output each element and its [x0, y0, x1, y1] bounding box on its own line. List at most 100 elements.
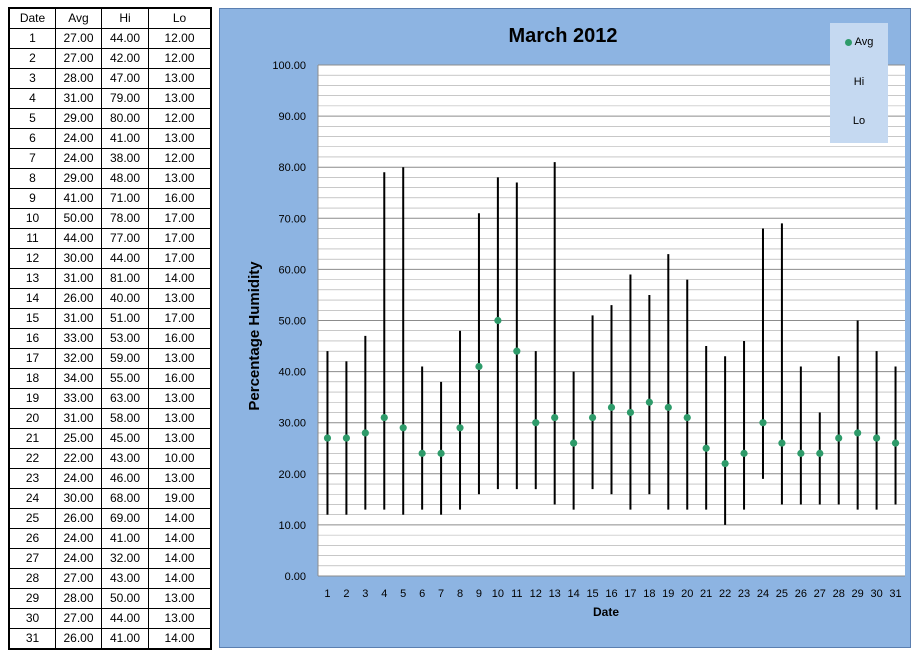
cell-lo: 17.00 [148, 308, 212, 329]
cell-avg: 30.00 [55, 488, 102, 509]
table-row: 9 41.00 71.00 16.00 [8, 188, 212, 209]
avg-point [740, 449, 748, 457]
cell-date: 29 [8, 588, 56, 609]
humidity-chart: 0.00 10.00 20.00 30.00 40.00 50.00 60.00 70.00 8… [246, 25, 905, 619]
cell-date: 5 [8, 108, 56, 129]
legend-lo-label: Lo [852, 115, 866, 127]
cell-avg: 26.00 [55, 508, 102, 529]
avg-point [323, 434, 332, 442]
cell-date: 28 [8, 568, 56, 589]
avg-point [380, 413, 388, 422]
x-tick-label: 12 [530, 588, 542, 600]
cell-avg: 24.00 [55, 148, 102, 169]
table-row: 18 34.00 55.00 16.00 [8, 368, 212, 389]
cell-lo: 17.00 [148, 248, 212, 269]
cell-date: 26 [8, 528, 56, 549]
chart-title: March 2012 [509, 25, 618, 47]
avg-point [835, 434, 843, 442]
cell-hi: 48.00 [101, 168, 149, 189]
table-row: 8 29.00 48.00 13.00 [8, 168, 212, 189]
table-row: 15 31.00 51.00 17.00 [8, 308, 212, 329]
cell-date: 10 [8, 208, 56, 229]
y-tick-label: 30.00 [278, 418, 306, 430]
cell-avg: 32.00 [55, 348, 102, 369]
x-tick-label: 19 [662, 588, 674, 600]
legend-item-lo: Lo [830, 115, 888, 127]
cell-date: 15 [8, 308, 56, 329]
cell-hi: 41.00 [101, 128, 149, 149]
cell-hi: 55.00 [101, 368, 149, 389]
table-row: 12 30.00 44.00 17.00 [8, 248, 212, 269]
cell-lo: 19.00 [148, 488, 212, 509]
x-tick-label: 5 [400, 588, 406, 600]
cell-hi: 80.00 [101, 108, 149, 129]
cell-date: 3 [8, 68, 56, 89]
cell-hi: 32.00 [101, 548, 149, 569]
cell-date: 7 [8, 148, 56, 169]
cell-hi: 46.00 [101, 468, 149, 489]
cell-date: 20 [8, 408, 56, 429]
cell-hi: 44.00 [101, 28, 149, 49]
x-tick-label: 27 [814, 588, 826, 600]
y-tick-label: 10.00 [278, 520, 306, 532]
table-row: 23 24.00 46.00 13.00 [8, 468, 212, 489]
cell-avg: 25.00 [55, 428, 102, 449]
avg-point [494, 316, 502, 325]
y-axis-label: Percentage Humidity [246, 261, 263, 411]
cell-date: 9 [8, 188, 56, 209]
cell-lo: 14.00 [148, 508, 212, 529]
x-tick-label: 9 [476, 588, 482, 600]
cell-hi: 78.00 [101, 208, 149, 229]
x-axis-label: Date [593, 605, 619, 619]
table-row: 2 27.00 42.00 12.00 [8, 48, 212, 69]
cell-hi: 68.00 [101, 488, 149, 509]
cell-date: 6 [8, 128, 56, 149]
cell-date: 18 [8, 368, 56, 389]
cell-avg: 24.00 [55, 128, 102, 149]
header-date: Date [8, 7, 56, 29]
cell-date: 4 [8, 88, 56, 109]
cell-hi: 71.00 [101, 188, 149, 209]
cell-avg: 27.00 [55, 28, 102, 49]
y-tick-label: 60.00 [278, 264, 306, 276]
cell-hi: 47.00 [101, 68, 149, 89]
cell-hi: 38.00 [101, 148, 149, 169]
y-tick-label: 100.00 [272, 60, 306, 72]
cell-date: 8 [8, 168, 56, 189]
avg-point [418, 449, 426, 457]
cell-lo: 10.00 [148, 448, 212, 469]
cell-lo: 16.00 [148, 368, 212, 389]
cell-hi: 51.00 [101, 308, 149, 329]
cell-lo: 13.00 [148, 588, 212, 609]
cell-date: 12 [8, 248, 56, 269]
cell-date: 31 [8, 628, 56, 650]
cell-avg: 27.00 [55, 48, 102, 69]
cell-date: 23 [8, 468, 56, 489]
avg-point [683, 413, 691, 422]
cell-avg: 30.00 [55, 248, 102, 269]
cell-avg: 44.00 [55, 228, 102, 249]
cell-date: 1 [8, 28, 56, 49]
avg-point [797, 449, 805, 457]
cell-lo: 14.00 [148, 568, 212, 589]
y-tick-label: 50.00 [278, 316, 306, 328]
x-tick-label: 28 [833, 588, 845, 600]
avg-points [323, 316, 900, 468]
cell-lo: 13.00 [148, 408, 212, 429]
cell-hi: 81.00 [101, 268, 149, 289]
cell-lo: 13.00 [148, 288, 212, 309]
x-tick-label: 24 [757, 588, 769, 600]
avg-point [437, 449, 445, 457]
cell-lo: 13.00 [148, 468, 212, 489]
cell-hi: 63.00 [101, 388, 149, 409]
avg-point [872, 434, 881, 442]
header-avg: Avg [55, 7, 102, 29]
cell-lo: 16.00 [148, 188, 212, 209]
cell-lo: 13.00 [148, 428, 212, 449]
table-row: 19 33.00 63.00 13.00 [8, 388, 212, 409]
table-row: 7 24.00 38.00 12.00 [8, 148, 212, 169]
y-tick-label: 70.00 [278, 213, 306, 225]
table-row: 6 24.00 41.00 13.00 [8, 128, 212, 149]
avg-point [588, 413, 597, 422]
cell-hi: 42.00 [101, 48, 149, 69]
